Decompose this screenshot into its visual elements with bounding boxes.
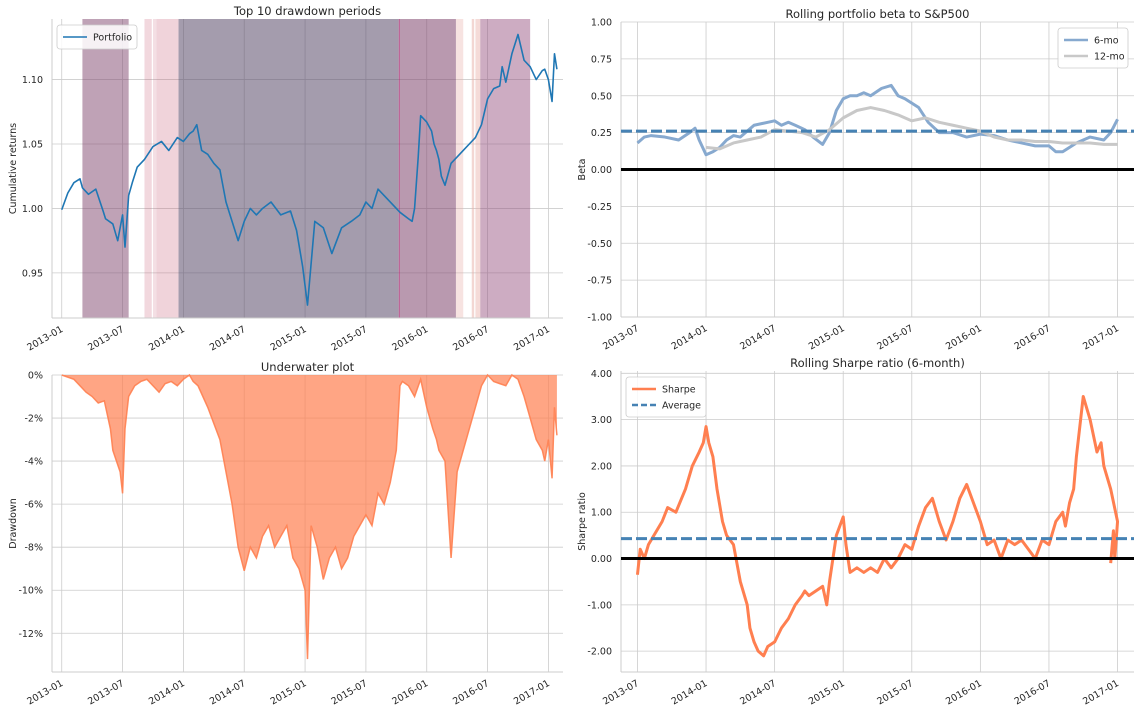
x-tick-label: 2014-01	[147, 324, 187, 353]
x-tick-label: 2017-01	[1081, 678, 1121, 707]
drawdown-period-shade	[82, 19, 129, 318]
y-tick-label: 0%	[28, 371, 43, 382]
x-tick-label: 2016-07	[451, 678, 491, 707]
drawdown-period-shade	[144, 19, 152, 318]
y-tick-label: 0.25	[591, 128, 612, 139]
x-tick-label: 2015-01	[807, 678, 847, 707]
y-tick-label: -6%	[25, 500, 44, 511]
x-tick-label: 2017-01	[1081, 323, 1121, 352]
x-tick-label: 2015-07	[330, 324, 370, 353]
chart-rolling_sharpe: Rolling Sharpe ratio (6-month) Sharpe rat…	[577, 356, 1134, 707]
x-tick-label: 2016-07	[1013, 323, 1053, 352]
y-tick-label: -8%	[25, 543, 44, 554]
legend-label: 12-mo	[1094, 52, 1125, 63]
y-tick-label: 0.00	[591, 165, 612, 176]
x-tick-label: 2014-01	[670, 678, 710, 707]
y-tick-label: 1.00	[591, 18, 612, 29]
y-tick-label: -1.00	[587, 313, 612, 324]
y-tick-label: -10%	[18, 586, 43, 597]
y-tick-label: 0.95	[22, 268, 43, 279]
y-axis-label: Cumulative returns	[8, 123, 19, 214]
x-tick-label: 2014-07	[738, 323, 778, 352]
drawdown-period-shade	[178, 19, 399, 318]
x-tick-label: 2014-01	[670, 323, 710, 352]
y-axis-label: Sharpe ratio	[577, 492, 588, 551]
y-tick-label: -1.00	[587, 600, 612, 611]
y-tick-label: 1.05	[22, 140, 43, 151]
y-tick-label: -2.00	[587, 647, 612, 658]
legend-box	[56, 24, 138, 50]
drawdown-period-shade	[475, 19, 481, 318]
series-line-6-mo	[636, 83, 1119, 157]
y-tick-label: 3.00	[591, 415, 612, 426]
y-tick-label: -0.25	[587, 202, 612, 213]
legend-label: Sharpe	[662, 385, 696, 396]
x-tick-label: 2013-01	[25, 324, 65, 353]
y-tick-label: 1.00	[22, 204, 43, 215]
drawdown-period-shade	[399, 19, 456, 318]
legend-box	[625, 376, 707, 418]
x-tick-label: 2013-01	[25, 678, 65, 707]
drawdown-period-shade	[398, 19, 400, 318]
x-tick-label: 2015-07	[330, 678, 370, 707]
x-tick-label: 2015-07	[875, 323, 915, 352]
y-tick-label: 0.50	[591, 91, 612, 102]
x-tick-label: 2016-01	[944, 323, 984, 352]
drawdown-period-shade	[480, 19, 531, 318]
x-tick-label: 2016-01	[944, 678, 984, 707]
chart-rolling_beta: Rolling portfolio beta to S&P500 Beta -1.0…	[577, 7, 1134, 352]
x-tick-label: 2014-07	[208, 678, 248, 707]
x-tick-label: 2014-01	[147, 678, 187, 707]
y-tick-label: -0.75	[587, 276, 612, 287]
y-tick-label: 1.00	[591, 508, 612, 519]
x-tick-label: 2015-01	[269, 678, 309, 707]
drawdown-period-shade	[156, 19, 179, 318]
x-tick-label: 2016-01	[390, 678, 430, 707]
x-tick-label: 2014-07	[738, 678, 778, 707]
y-tick-label: 2.00	[591, 461, 612, 472]
x-tick-label: 2014-07	[208, 324, 248, 353]
x-tick-label: 2015-01	[269, 324, 309, 353]
legend-label: Average	[662, 401, 701, 412]
x-tick-label: 2013-07	[86, 678, 126, 707]
y-tick-label: -2%	[25, 414, 44, 425]
chart-underwater: Underwater plot Drawdown 0% -2% -4% -6% -8% -10…	[8, 360, 563, 707]
y-tick-label: 1.10	[22, 75, 43, 86]
y-tick-label: -4%	[25, 457, 44, 468]
y-tick-label: -12%	[18, 629, 43, 640]
y-tick-label: 0.75	[591, 54, 612, 65]
drawdown-period-shade	[471, 19, 475, 318]
y-axis-label: Beta	[577, 159, 588, 181]
drawdown-line	[61, 373, 558, 660]
x-tick-label: 2016-07	[1013, 678, 1053, 707]
y-axis-label: Drawdown	[8, 498, 19, 548]
x-tick-label: 2017-01	[512, 324, 552, 353]
drawdown-period-shade	[152, 19, 157, 318]
y-tick-label: 0.00	[591, 554, 612, 565]
x-tick-label: 2013-07	[601, 323, 641, 352]
chart-drawdown_periods: Top 10 drawdown periods Cumulative return…	[8, 4, 563, 353]
drawdown-area	[61, 375, 557, 660]
x-tick-label: 2016-07	[451, 324, 491, 353]
chart-title: Underwater plot	[261, 360, 355, 374]
legend-box	[1057, 27, 1129, 69]
y-tick-label: 4.00	[591, 369, 612, 380]
legend-label: 6-mo	[1094, 36, 1119, 47]
drawdown-period-shade	[455, 19, 464, 318]
y-tick-label: -0.50	[587, 239, 612, 250]
series-line-portfolio	[60, 33, 558, 306]
x-tick-label: 2017-01	[512, 678, 552, 707]
x-tick-label: 2013-07	[86, 324, 126, 353]
series-line-sharpe	[635, 394, 1120, 658]
legend-label: Portfolio	[93, 33, 132, 44]
x-tick-label: 2016-01	[390, 324, 430, 353]
chart-title: Rolling Sharpe ratio (6-month)	[790, 356, 965, 370]
chart-title: Top 10 drawdown periods	[233, 4, 381, 18]
x-tick-label: 2015-07	[875, 678, 915, 707]
x-tick-label: 2015-01	[807, 323, 847, 352]
chart-title: Rolling portfolio beta to S&P500	[785, 7, 969, 21]
x-tick-label: 2013-07	[601, 678, 641, 707]
